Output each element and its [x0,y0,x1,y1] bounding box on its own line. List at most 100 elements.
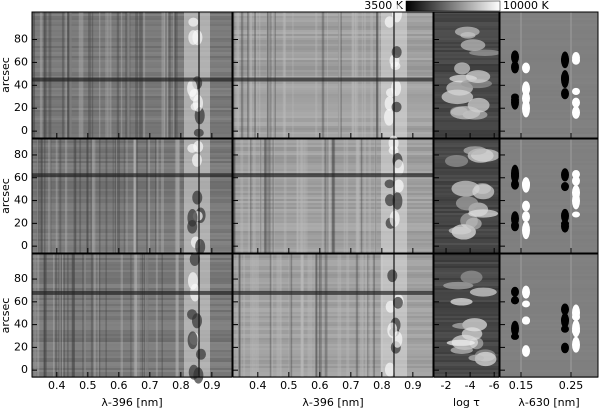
row-streak [500,185,598,187]
row-streak [500,358,598,360]
row-streak [233,108,433,110]
row-streak [500,32,598,34]
spectral-line [175,12,178,138]
row-streak [500,14,598,16]
row-streak [434,12,499,14]
temp-blob [454,26,480,37]
stokes-blob [522,285,530,299]
row-streak [32,20,232,22]
row-streak [500,175,598,177]
row-streak [500,26,598,28]
spectral-line [289,254,293,377]
spectral-line [337,254,340,377]
row-streak [434,270,499,272]
stokes-blob [511,296,519,305]
row-streak [500,223,598,225]
row-streak [500,44,598,46]
row-streak [32,294,232,296]
row-streak [32,334,232,336]
row-streak [233,209,433,211]
row-streak [500,46,598,48]
row-streak [500,199,598,201]
row-streak [233,221,433,223]
spectral-line [280,254,282,377]
row-streak [500,94,598,96]
spectral-line [376,12,378,138]
row-streak [500,368,598,370]
spectral-line [276,254,279,377]
row-streak [434,258,499,260]
spectral-line [314,254,317,377]
panel-image [433,138,500,254]
row-streak [500,340,598,342]
row-streak [233,264,433,266]
row-streak [500,136,598,138]
row-streak [500,22,598,24]
row-streak [500,78,598,80]
row-streak [233,88,433,90]
row-streak [500,241,598,243]
colorbar-max-label: 10000 K [503,0,549,12]
spectral-line [300,254,304,377]
row-streak [500,120,598,122]
stokes-blob [561,168,569,182]
row-streak [32,336,232,338]
spectral-line [73,254,75,377]
stokes-line [570,254,572,377]
x-tick-label: 0.8 [373,379,391,392]
dark-band [32,290,232,295]
row-streak [233,239,433,241]
row-streak [32,120,232,122]
row-streak [500,251,598,253]
row-streak [434,20,499,22]
row-streak [233,128,433,130]
row-streak [500,258,598,260]
row-streak [434,54,499,56]
row-streak [32,340,232,342]
row-streak [500,205,598,207]
row-streak [434,167,499,169]
row-streak [233,36,433,38]
row-streak [32,254,232,256]
row-streak [233,130,433,132]
panel-frame [232,253,434,378]
row-streak [434,288,499,290]
row-streak [500,189,598,191]
row-streak [500,147,598,149]
spectral-line [65,12,67,138]
spectral-line [338,12,341,138]
row-streak [500,318,598,320]
row-streak [500,106,598,108]
row-streak [500,153,598,155]
row-streak [500,86,598,88]
dark-band [233,77,433,82]
row-streak [233,18,433,20]
row-streak [500,254,598,256]
row-streak [500,322,598,324]
spectral-line [55,139,58,253]
row-streak [32,153,232,155]
row-streak [500,92,598,94]
temp-blob [450,106,481,120]
row-streak [500,179,598,181]
row-streak [233,58,433,60]
spectral-line [266,12,269,138]
row-streak [233,213,433,215]
row-streak [233,110,433,112]
temp-blob [469,49,501,56]
row-streak [32,62,232,64]
row-streak [32,100,232,102]
row-streak [434,104,499,106]
x-tick-label: 0.5 [79,379,97,392]
row-streak [233,102,433,104]
row-streak [500,362,598,364]
row-streak [500,308,598,310]
row-streak [233,229,433,231]
row-streak [32,247,232,249]
row-streak [500,126,598,128]
spectral-line [368,139,372,253]
stokes-blob [572,97,580,108]
spectral-line [361,12,364,138]
x-tick-label: 0.15 [509,379,534,392]
row-streak [32,102,232,104]
